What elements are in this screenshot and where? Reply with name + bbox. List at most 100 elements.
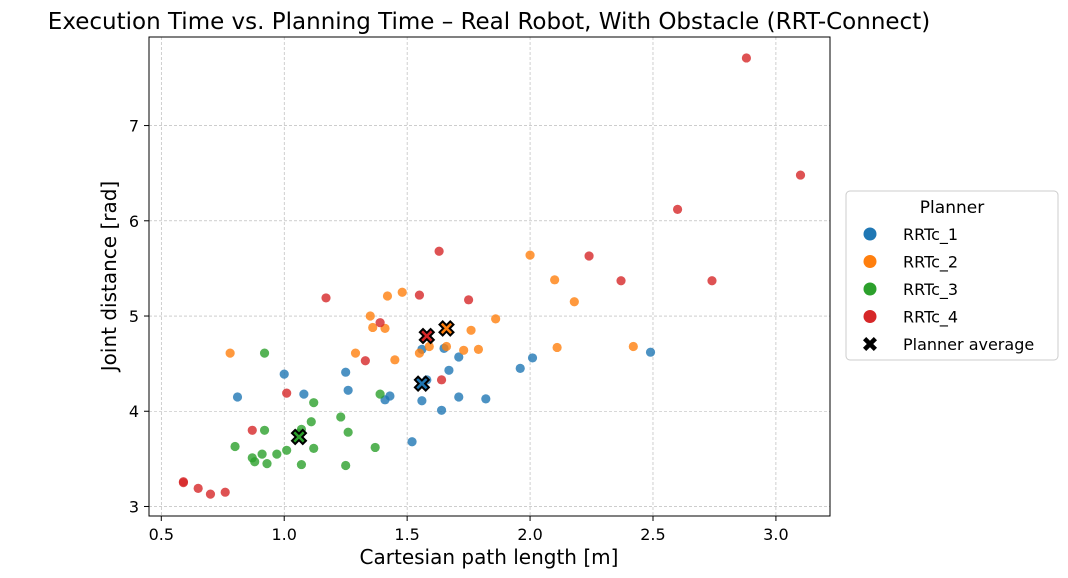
x-tick-label: 2.5: [640, 525, 665, 544]
data-point-rrtc-4: [436, 375, 447, 385]
data-points: [178, 53, 806, 499]
x-tick-label: 1.5: [394, 525, 419, 544]
legend-marker-rrtc-4: [863, 310, 877, 323]
y-tick-label: 7: [129, 117, 139, 136]
legend-box: [845, 190, 1059, 361]
legend-label: RRTc_1: [903, 225, 958, 245]
data-point-rrtc-2: [225, 348, 235, 358]
data-point-rrtc-2: [382, 291, 393, 301]
data-point-rrtc-1: [417, 396, 427, 406]
data-point-rrtc-4: [321, 293, 331, 303]
legend-label: RRTc_4: [903, 308, 958, 328]
y-tick-label: 5: [129, 307, 139, 326]
legend-marker-planner-average: [863, 337, 877, 351]
legend-marker-rrtc-1: [863, 227, 877, 241]
data-point-rrtc-2: [466, 325, 476, 335]
data-point-rrtc-1: [385, 391, 395, 401]
data-point-rrtc-2: [569, 297, 579, 307]
y-tick-label: 4: [129, 402, 139, 421]
planner-averages: [290, 319, 455, 446]
data-point-rrtc-3: [341, 460, 351, 471]
x-tick-label: 3.0: [763, 525, 788, 544]
data-point-rrtc-3: [336, 412, 346, 422]
data-point-rrtc-3: [230, 441, 240, 452]
y-tick-label: 6: [129, 212, 139, 231]
plot-area-frame: [148, 36, 831, 517]
data-point-rrtc-3: [257, 449, 267, 459]
data-point-rrtc-1: [454, 352, 464, 362]
chart-title: Execution Time vs. Planning Time – Real …: [48, 9, 930, 35]
data-point-rrtc-3: [282, 445, 292, 455]
data-point-rrtc-1: [232, 392, 243, 402]
x-tick-label: 2.0: [517, 525, 542, 544]
data-point-rrtc-4: [193, 483, 203, 493]
data-point-rrtc-3: [375, 389, 385, 399]
legend-label: RRTc_3: [903, 280, 958, 300]
data-point-rrtc-3: [259, 425, 270, 435]
legend-marker-rrtc-2: [863, 255, 877, 268]
y-axis-label: Joint distance [rad]: [97, 181, 121, 373]
data-point-rrtc-2: [550, 275, 560, 285]
data-point-rrtc-3: [309, 398, 319, 408]
data-point-rrtc-2: [414, 348, 425, 358]
data-point-rrtc-3: [343, 427, 353, 437]
data-point-rrtc-4: [434, 246, 444, 256]
data-point-rrtc-2: [441, 341, 452, 352]
x-tick-label: 0.5: [149, 525, 174, 544]
data-point-rrtc-1: [299, 389, 309, 399]
data-point-rrtc-4: [584, 251, 594, 261]
data-point-rrtc-2: [628, 341, 638, 352]
legend: Planner RRTc_1 RRTc_2 RRTc_3 RRTc_4 Planner …: [845, 190, 1059, 361]
data-point-rrtc-4: [616, 276, 626, 286]
data-point-rrtc-2: [350, 348, 361, 358]
data-point-rrtc-4: [707, 276, 717, 286]
data-point-rrtc-4: [464, 295, 474, 305]
data-point-rrtc-1: [527, 353, 538, 363]
data-point-rrtc-2: [397, 287, 407, 297]
data-point-rrtc-1: [645, 347, 656, 357]
data-point-rrtc-3: [272, 449, 282, 459]
data-point-rrtc-1: [279, 369, 289, 379]
data-point-rrtc-4: [247, 425, 257, 435]
data-point-rrtc-3: [250, 457, 260, 467]
data-point-rrtc-3: [262, 459, 272, 469]
data-point-rrtc-4: [205, 489, 216, 499]
data-point-rrtc-1: [481, 394, 491, 404]
data-point-rrtc-4: [375, 318, 385, 328]
data-point-rrtc-4: [414, 290, 425, 300]
data-point-rrtc-3: [309, 443, 319, 453]
data-point-rrtc-4: [220, 487, 230, 497]
data-point-rrtc-2: [473, 344, 484, 354]
x-tick-label: 1.0: [271, 525, 296, 544]
data-point-rrtc-2: [368, 322, 378, 333]
data-point-rrtc-2: [459, 345, 469, 355]
legend-entries: RRTc_1 RRTc_2 RRTc_3 RRTc_4 Planner average: [863, 225, 1034, 354]
data-point-rrtc-2: [552, 342, 562, 353]
legend-marker-rrtc-3: [863, 282, 877, 296]
data-point-rrtc-2: [424, 341, 434, 352]
data-point-rrtc-2: [491, 314, 501, 324]
data-point-rrtc-1: [436, 405, 447, 415]
legend-label: RRTc_2: [903, 253, 958, 273]
grid-lines: [149, 37, 830, 516]
data-point-rrtc-3: [370, 442, 380, 453]
data-point-rrtc-1: [454, 392, 464, 402]
data-point-rrtc-4: [360, 356, 370, 366]
average-marker-rrtc-3: [290, 428, 308, 446]
data-point-rrtc-1: [515, 363, 525, 373]
average-marker-rrtc-4: [418, 327, 436, 345]
data-point-rrtc-4: [741, 53, 752, 63]
data-point-rrtc-2: [525, 250, 535, 260]
legend-title: Planner: [920, 198, 984, 218]
data-point-rrtc-3: [296, 459, 307, 470]
data-point-rrtc-4: [178, 478, 189, 488]
average-marker-rrtc-1: [413, 375, 431, 393]
data-point-rrtc-4: [672, 204, 683, 214]
data-point-rrtc-3: [259, 348, 270, 358]
data-point-rrtc-3: [306, 417, 316, 427]
legend-label: Planner average: [903, 335, 1034, 354]
data-point-rrtc-1: [444, 365, 454, 375]
data-point-rrtc-4: [282, 388, 292, 398]
data-point-rrtc-2: [390, 355, 400, 365]
